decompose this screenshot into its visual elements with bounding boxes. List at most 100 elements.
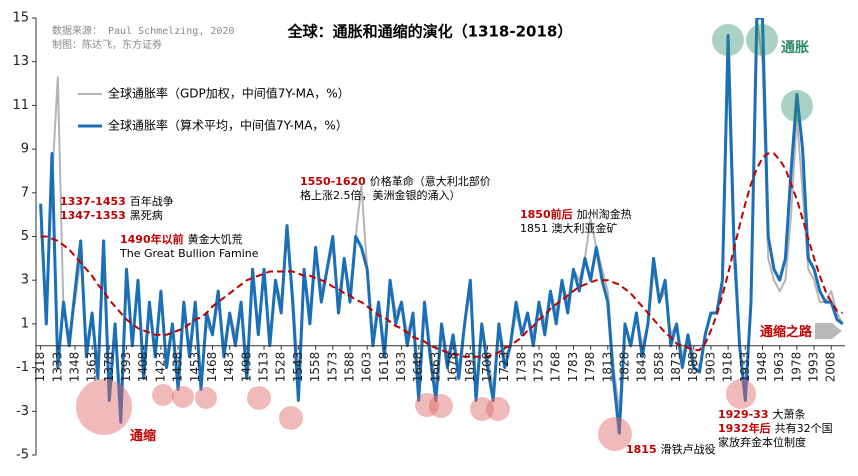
annotation-text: 1815 [626,443,657,456]
x-tick-label: 1633 [394,352,408,383]
x-tick-label: 1858 [652,352,666,383]
deflation-circle [172,386,194,408]
x-tick-label: 1603 [360,352,374,383]
x-tick-label: 1963 [772,352,786,383]
inflation-circle [746,24,778,56]
annotation-text: 1490年以前 [120,232,184,246]
x-tick-label: 1768 [549,352,563,383]
x-tick-label: 1708 [480,352,494,383]
inflation-circle [712,24,744,56]
x-tick-label: 1573 [325,352,339,383]
deflation-circle [726,379,756,409]
x-tick-label: 1723 [497,352,511,383]
source: 制图：陈达飞，东方证券 [52,38,162,51]
annotation: 家放弃金本位制度 [718,435,806,449]
y-tick-label: 11 [12,98,29,113]
x-tick-label: 1333 [50,352,64,383]
annotation-text: 大萧条 [773,407,806,421]
x-tick-label: 1873 [669,352,683,383]
annotation-text: The Great Bullion Famine [119,247,259,260]
highlight-circles [76,24,813,451]
x-tick-label: 1798 [583,352,597,383]
chart-title: 全球：通胀和通缩的演化（1318-2018） [287,23,573,41]
annotation-text: 1932年后 [718,421,771,435]
annotation-text: 价格革命（意大利北部价 [370,174,491,188]
annotation-text: 格上涨2.5倍，美洲金银的涌入） [300,188,461,202]
x-tick-label: 1693 [463,352,477,383]
y-tick-label: 1 [21,316,29,331]
y-tick-label: 9 [21,142,29,157]
annotation-text: 黑死病 [130,208,163,222]
trend-line [40,152,844,358]
legend: 全球通胀率（GDP加权，中间值7Y-MA，%） 全球通胀率（算术平均，中间值7Y-… [74,78,414,142]
x-tick-label: 1378 [102,352,116,383]
annotation-text: 滑铁卢战役 [661,442,716,456]
annotation-text: 百年战争 [130,194,174,208]
deflation-circle [152,384,174,406]
x-tick-label: 1483 [222,352,236,383]
y-tick-label: -3 [16,404,29,419]
arrow [815,323,842,339]
y-tick-label: 3 [21,273,29,288]
x-tick-label: 1468 [205,352,219,383]
legend-box [74,78,414,142]
x-tick-label: 1498 [239,352,253,383]
x-tick-label: 1648 [411,352,425,383]
annotation-text: 黄金大饥荒 [188,232,243,246]
annotation-text: 1850前后 [520,207,573,221]
x-tick-label: 1738 [514,352,528,383]
y-tick-label: -1 [16,360,29,375]
legend-label: 全球通胀率（GDP加权，中间值7Y-MA，%） [108,86,350,101]
x-tick-label: 1993 [807,352,821,383]
deflation-circle [76,379,132,435]
x-tick-label: 1903 [703,352,717,383]
x-tick-label: 1438 [171,352,185,383]
deflation-circle [415,393,439,417]
x-tick-label: 1558 [308,352,322,383]
legend-label: 全球通胀率（算术平均，中间值7Y-MA，%） [108,118,348,133]
x-tick-label: 1408 [136,352,150,383]
x-tick-label: 1453 [188,352,202,383]
x-tick-label: 1363 [85,352,99,383]
x-tick-label: 1933 [738,352,752,383]
deflation-circle [195,387,217,409]
deflation-circle [486,397,510,421]
annotation-text: 家放弃金本位制度 [718,435,806,449]
annotation: 通缩 [130,428,156,444]
x-tick-label: 1513 [257,352,271,383]
annotation-text: 1347-1353 [60,209,126,222]
annotation-text: 通胀 [781,40,809,56]
annotation-text: 共有32个国 [775,421,833,435]
annotation-text: 加州淘金热 [577,207,632,221]
x-tick-label: 1948 [755,352,769,383]
x-tick-label: 1678 [446,352,460,383]
annotation: 1815 滑铁卢战役 [626,442,716,456]
annotation: 1337-1453 百年战争 [60,194,174,208]
x-tick-label: 2008 [824,352,838,383]
x-tick-label: 1318 [33,352,47,383]
annotation: 格上涨2.5倍，美洲金银的涌入） [300,188,461,202]
deflation-circle [279,406,303,430]
source: 数据来源： Paul Schmelzing, 2020 [52,24,234,37]
annotation: 通胀 [781,40,809,56]
annotation-text: 1851 澳大利亚金矿 [520,221,618,235]
x-tick-label: 1423 [153,352,167,383]
annotation: 1851 澳大利亚金矿 [520,221,618,235]
y-tick-label: 15 [12,11,29,26]
y-tick-label: -5 [16,448,29,463]
x-tick-label: 1618 [377,352,391,383]
x-tick-label: 1348 [67,352,81,383]
annotation-text: 通缩 [130,428,156,444]
annotation-text: 1337-1453 [60,195,126,208]
annotation: 1929-33 大萧条 [718,407,806,421]
x-tick-label: 1588 [342,352,356,383]
y-tick-label: 5 [21,229,29,244]
annotation: 1550-1620 价格革命（意大利北部价 [300,174,491,188]
deflation-circle [247,386,271,410]
deflation-circle [598,417,632,451]
annotation: 通缩之路 [760,324,813,340]
x-tick-label: 1888 [686,352,700,383]
annotation: 1850前后 加州淘金热 [520,207,632,221]
x-tick-label: 1813 [600,352,614,383]
